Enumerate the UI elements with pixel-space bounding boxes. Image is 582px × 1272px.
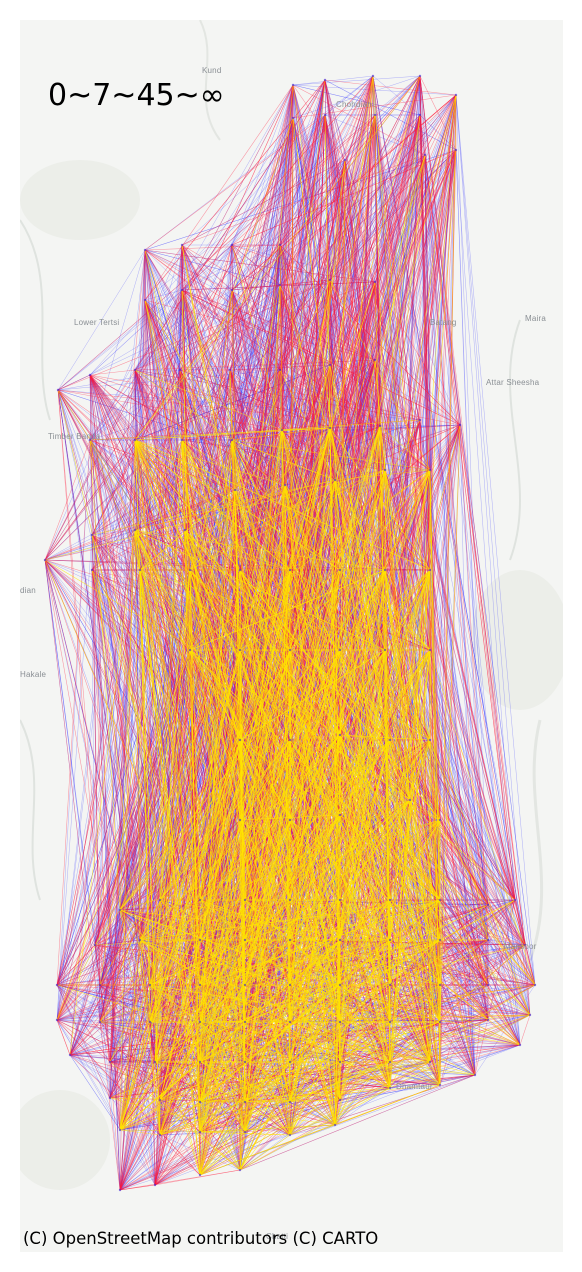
flow-edges [44,75,536,1191]
map-frame: Kund Chohdian Lower Tertsi Batang Maira … [20,20,563,1252]
place-label-dhamtaur: Dhamtaur [396,1082,433,1091]
map-attribution: (C) OpenStreetMap contributors (C) CARTO [23,1229,379,1248]
place-label-chatti: Chatti [266,1232,289,1241]
flow-nodes [43,74,537,1192]
place-label-attar-sheesha: Attar Sheesha [486,378,540,387]
place-label-dian: dian [20,586,36,595]
place-label-maira: Maira [525,314,547,323]
place-label-batang: Batang [430,318,457,327]
place-label-chohdian: Chohdian [336,100,372,109]
place-label-hakale: Hakale [20,670,47,679]
place-label-lower-tertsi: Lower Tertsi [74,318,120,327]
place-label-kund: Kund [202,66,222,75]
place-label-mansoor: Mansoor [504,942,537,951]
legend-title: 0~7~45~∞ [48,78,225,113]
terrain-layer [20,20,563,1190]
map-canvas [20,20,563,1192]
place-label-timber-banda: Timber Banda [48,432,101,441]
